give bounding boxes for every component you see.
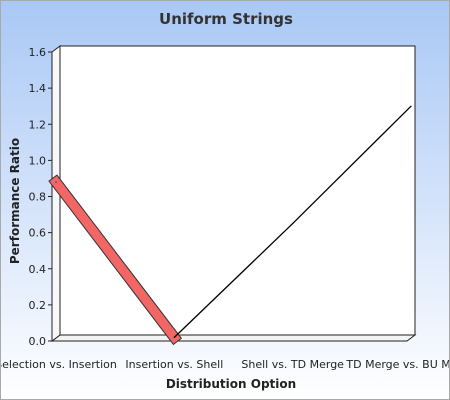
x-tick-label: Insertion vs. Shell [125,358,223,371]
plot-box [50,45,417,342]
y-tick-label: 1.4 [29,82,47,95]
y-tick-label: 0.8 [29,191,47,204]
data-point [410,105,412,107]
y-tick-label: 1.6 [29,46,47,59]
data-point [292,222,294,225]
plot-back-wall [59,45,416,336]
chart-title: Uniform Strings [159,10,293,28]
x-axis-ticks: Selection vs. Insertion Insertion vs. She… [1,358,449,371]
y-tick-label: 1.2 [29,118,47,131]
plot-side-wall [51,45,61,342]
x-tick-label: Selection vs. Insertion [1,358,117,371]
highlight-segment [49,175,181,344]
x-axis-title: Distribution Option [166,377,296,391]
y-tick-label: 0.2 [29,299,47,312]
series-layer [48,105,412,346]
plot-floor [50,334,417,342]
data-point [55,181,57,183]
y-tick-label: 0.4 [29,263,47,276]
data-point [173,336,175,338]
y-tick-label: 1.0 [29,154,47,167]
x-tick-label: Shell vs. TD Merge [241,358,344,371]
x-tick-label: TD Merge vs. BU Merge [345,358,449,371]
y-axis-ticks: 0.0 0.2 0.4 0.6 0.8 1.0 1.2 1.4 1.6 [29,46,52,348]
y-axis-title: Performance Ratio [8,138,22,264]
y-tick-label: 0.0 [29,335,47,348]
y-tick-label: 0.6 [29,227,47,240]
